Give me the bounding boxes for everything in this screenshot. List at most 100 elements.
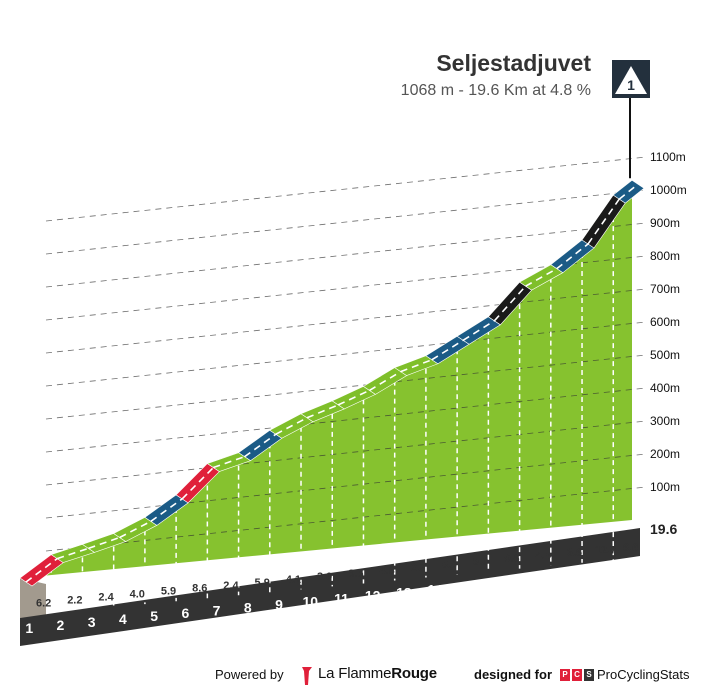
road-centerline-segment	[618, 183, 639, 200]
brand-part1: La Flamme	[318, 665, 392, 682]
summit-category-icon	[615, 66, 647, 94]
gradient-label: 9.6	[504, 553, 519, 565]
road-centerline-segment	[400, 358, 433, 373]
km-label: 15	[459, 579, 475, 595]
pcs-letter-s: S	[584, 669, 594, 681]
road-centerline-segment	[88, 536, 120, 550]
profile-fill	[20, 180, 640, 646]
brand-part2: Rouge	[391, 665, 437, 682]
km-label: 8	[244, 599, 252, 615]
grid-line-100	[45, 486, 647, 552]
km-label: 9	[275, 596, 283, 612]
road-centerline-segment	[462, 320, 495, 341]
grid-line-500	[45, 354, 647, 420]
road-centerline-segment	[587, 198, 620, 245]
gradient-label: 6.6	[567, 547, 582, 559]
pcs-letter-c: C	[572, 669, 582, 681]
gradient-label: 6.6	[623, 542, 638, 554]
flamme-rouge-brand: La FlammeRouge	[318, 665, 437, 682]
flamme-rouge-icon	[302, 667, 312, 685]
y-tick-label: 300m	[650, 414, 680, 428]
gradient-label: 3.5	[348, 568, 363, 580]
km-label: 14	[427, 582, 443, 598]
y-tick-label: 700m	[650, 282, 680, 296]
road-centerline-segment	[213, 455, 245, 469]
climb-summary: 1068 m - 19.6 Km at 4.8 %	[400, 82, 591, 99]
y-axis-ticks: 100m 200m 300m 400m 500m 600m 700m 800m 900m 1000…	[650, 150, 687, 494]
road-centerline-segment	[493, 285, 527, 322]
gradient-label: 5.0	[442, 559, 457, 571]
grid-line-1000	[45, 189, 647, 255]
start-block-side	[20, 578, 46, 620]
pcs-letter-p: P	[560, 669, 570, 681]
grid-line-800	[45, 255, 647, 321]
gradient-label: 5.9	[161, 586, 176, 598]
km-label: 19	[583, 567, 599, 583]
gradient-label: 2.4	[98, 592, 114, 604]
km-label: 1	[25, 620, 33, 636]
road-centerline-segment	[150, 498, 183, 522]
km-label: 4	[119, 611, 127, 627]
road-centerline-segment	[56, 547, 89, 560]
footer: Powered by La FlammeRouge designed for P…	[0, 662, 705, 690]
y-tick-label: 500m	[650, 348, 680, 362]
y-tick-label: 1100m	[650, 150, 686, 164]
grid-line-400	[45, 387, 647, 453]
km-label: 7	[213, 602, 221, 618]
gradient-label: 6.2	[36, 598, 51, 610]
gradient-label: 8.6	[192, 583, 207, 595]
gradient-labels: 6.2 2.2 2.4 4.0 5.9 8.6 2.4 5.9 4.1 3.0 3.5 4.8 2.7 5…	[36, 542, 638, 610]
procyclingstats-label: ProCyclingStats	[597, 667, 690, 682]
summit-category-label: 1	[627, 77, 635, 93]
y-tick-label: 900m	[650, 216, 680, 230]
y-tick-label: 200m	[650, 447, 680, 461]
total-distance-label: 19.6	[650, 521, 677, 537]
y-tick-label: 600m	[650, 315, 680, 329]
gradient-label: 5.0	[473, 556, 488, 568]
gradient-label: 4.1	[286, 574, 301, 586]
grid-line-1100	[45, 156, 647, 222]
km-label: 16	[490, 576, 506, 592]
km-label: 12	[365, 587, 381, 603]
km-label: 18	[552, 570, 568, 586]
profile-area	[20, 180, 632, 578]
road-centerline-segment	[369, 370, 402, 392]
km-label: 3	[88, 614, 96, 630]
km-label: 2	[57, 617, 65, 633]
grid-line-700	[45, 288, 647, 354]
y-tick-label: 1000m	[650, 183, 687, 197]
road-centerline-segment	[337, 389, 370, 406]
powered-by-label: Powered by	[215, 667, 284, 682]
road-centerline	[25, 183, 639, 583]
km-label: 11	[334, 590, 349, 606]
gradient-label: 3.0	[317, 571, 332, 583]
pcs-logo-icon: P C S	[560, 669, 594, 681]
gradient-label: 5.9	[255, 577, 270, 589]
gradient-label: 4.8	[379, 565, 394, 577]
distance-axis-band	[20, 528, 640, 646]
road-centerline-segment	[119, 520, 152, 539]
elevation-grid	[45, 156, 647, 614]
y-tick-label: 800m	[650, 249, 680, 263]
km-label: 10	[302, 593, 318, 609]
road-centerline-segment	[25, 557, 58, 583]
road-centerline-segment	[556, 243, 589, 270]
climb-title: Seljestadjuvet	[436, 50, 591, 76]
km-label: 17	[521, 573, 537, 589]
grid-line-300	[45, 420, 647, 486]
summit-marker: 1	[612, 60, 650, 179]
road-centerline-segment	[244, 433, 277, 458]
grid-line-600	[45, 321, 647, 387]
grid-line-200	[45, 453, 647, 519]
km-label: 6	[181, 605, 189, 621]
road-centerline-segment	[306, 404, 339, 419]
km-label: 5	[150, 608, 158, 624]
gradient-label: 4.4	[536, 550, 552, 562]
gradient-label: 4.0	[130, 589, 145, 601]
elevation-profile-chart: 6.2 2.2 2.4 4.0 5.9 8.6 2.4 5.9 4.1 3.0 3.5 4.8 2.7 5…	[19, 60, 687, 646]
gradient-label: 2.4	[223, 580, 239, 592]
grid-line-900	[45, 222, 647, 288]
road-centerline-segment	[431, 339, 464, 361]
gradient-label: 2.2	[67, 595, 82, 607]
